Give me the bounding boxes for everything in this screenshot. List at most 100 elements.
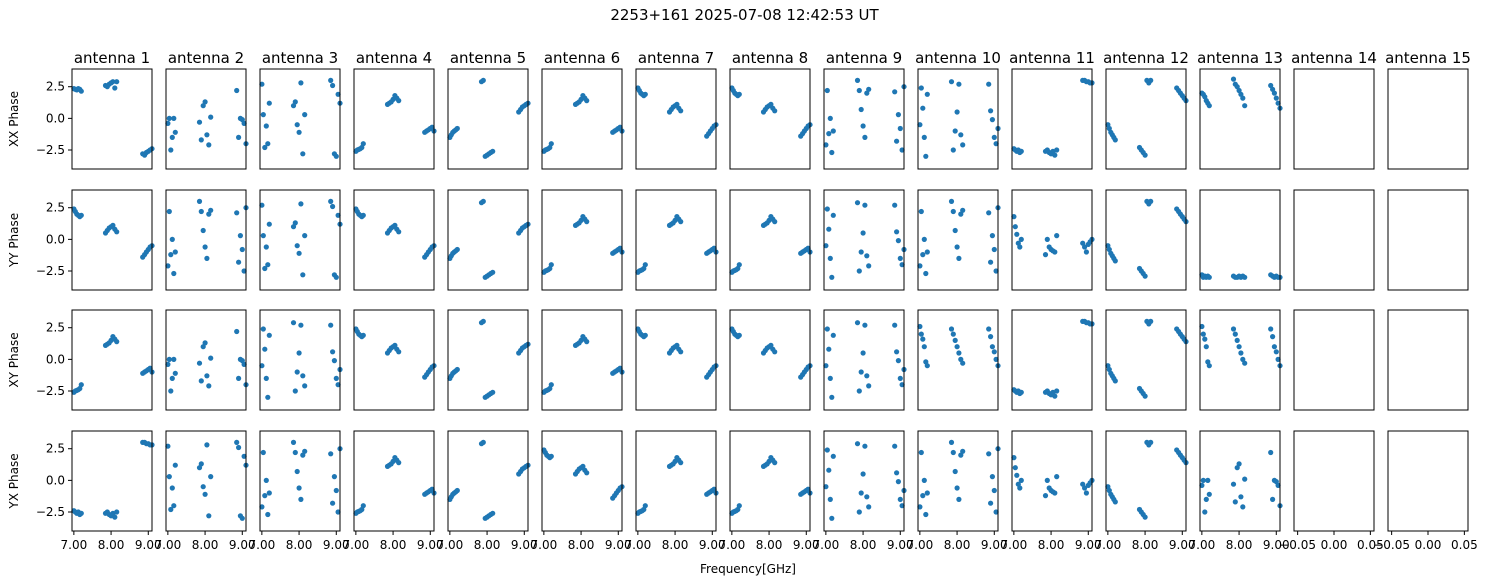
data-point — [396, 98, 402, 104]
data-point — [1142, 393, 1148, 399]
data-point — [335, 91, 341, 97]
data-point — [330, 500, 336, 506]
data-point — [263, 244, 269, 250]
data-point — [1017, 244, 1023, 250]
panel-frame — [635, 430, 717, 532]
data-point — [208, 355, 214, 361]
data-point — [171, 115, 177, 121]
data-point — [986, 210, 992, 216]
x-tick-label: 9.00 — [417, 538, 444, 552]
data-point — [918, 331, 924, 337]
data-point — [454, 125, 460, 132]
y-tick-label: −2.5 — [36, 505, 65, 519]
data-point — [296, 129, 302, 135]
panel-frame — [447, 430, 529, 532]
data-point — [296, 350, 302, 356]
panel-frame — [823, 430, 905, 532]
data-point — [1234, 337, 1240, 343]
panel-frame — [165, 189, 247, 291]
y-tick-label: 2.5 — [46, 321, 65, 335]
data-point — [923, 153, 929, 159]
data-point — [166, 356, 172, 362]
data-point — [827, 375, 833, 381]
data-point — [989, 117, 996, 123]
data-point — [1230, 76, 1237, 82]
data-point — [198, 461, 204, 467]
panel-frame — [635, 68, 717, 170]
data-point — [1148, 77, 1154, 83]
data-point — [360, 332, 366, 338]
data-point — [988, 500, 994, 506]
data-point — [1018, 148, 1024, 154]
data-point — [480, 318, 486, 324]
data-point — [921, 134, 927, 140]
y-tick-label: 2.5 — [46, 201, 65, 215]
data-point — [1202, 336, 1208, 342]
data-point — [1236, 461, 1242, 467]
data-point — [921, 477, 927, 483]
data-point — [237, 233, 243, 239]
panel-frame — [823, 68, 905, 170]
y-tick-label: 0.0 — [46, 111, 65, 125]
data-point — [862, 134, 868, 140]
data-point — [830, 332, 836, 338]
x-tick-label: 7.00 — [437, 538, 464, 552]
data-point — [114, 339, 120, 345]
data-point — [892, 443, 898, 449]
data-point — [864, 373, 870, 379]
data-point — [956, 81, 962, 87]
data-point — [827, 255, 833, 261]
data-point — [1203, 344, 1209, 350]
data-point — [986, 326, 992, 332]
data-point — [296, 250, 302, 256]
data-point — [204, 255, 210, 261]
data-point — [960, 448, 966, 454]
data-point — [827, 496, 833, 502]
data-point — [895, 479, 902, 485]
data-point — [899, 147, 905, 153]
data-point — [991, 349, 997, 355]
data-point — [331, 474, 337, 480]
panel-frame — [729, 430, 811, 532]
data-point — [960, 142, 966, 148]
data-point — [196, 360, 203, 366]
panel-frame — [729, 309, 811, 411]
x-tick-label: 8.00 — [568, 538, 595, 552]
data-point — [856, 87, 862, 94]
data-point — [302, 233, 308, 239]
panel-frame — [165, 68, 247, 170]
data-point — [858, 249, 864, 255]
data-point — [1052, 249, 1058, 255]
data-point — [1142, 273, 1148, 279]
data-point — [860, 230, 866, 236]
data-point — [259, 81, 265, 87]
data-point — [952, 468, 958, 475]
data-point — [266, 221, 272, 227]
data-point — [678, 108, 684, 114]
data-point — [993, 356, 999, 362]
panel-frame — [729, 189, 811, 291]
data-point — [920, 105, 926, 111]
data-point — [548, 453, 554, 459]
panel-frame — [1293, 189, 1375, 291]
x-tick-label: 8.00 — [662, 538, 689, 552]
data-point — [1142, 152, 1148, 158]
data-point — [330, 203, 336, 210]
data-point — [266, 490, 272, 496]
data-point — [772, 219, 778, 225]
data-point — [918, 208, 924, 215]
panel-title: antenna 4 — [356, 49, 432, 67]
x-tick-label: −0.05 — [1279, 538, 1316, 552]
panel-frame — [823, 309, 905, 411]
data-point — [1052, 393, 1058, 399]
data-point — [1082, 244, 1088, 250]
data-point — [892, 202, 898, 208]
data-point — [823, 363, 829, 369]
data-point — [824, 326, 830, 332]
data-point — [200, 484, 206, 490]
data-point — [298, 496, 304, 502]
data-point — [899, 262, 905, 268]
data-point — [1240, 95, 1246, 101]
data-point — [200, 227, 206, 234]
data-point — [165, 443, 171, 449]
